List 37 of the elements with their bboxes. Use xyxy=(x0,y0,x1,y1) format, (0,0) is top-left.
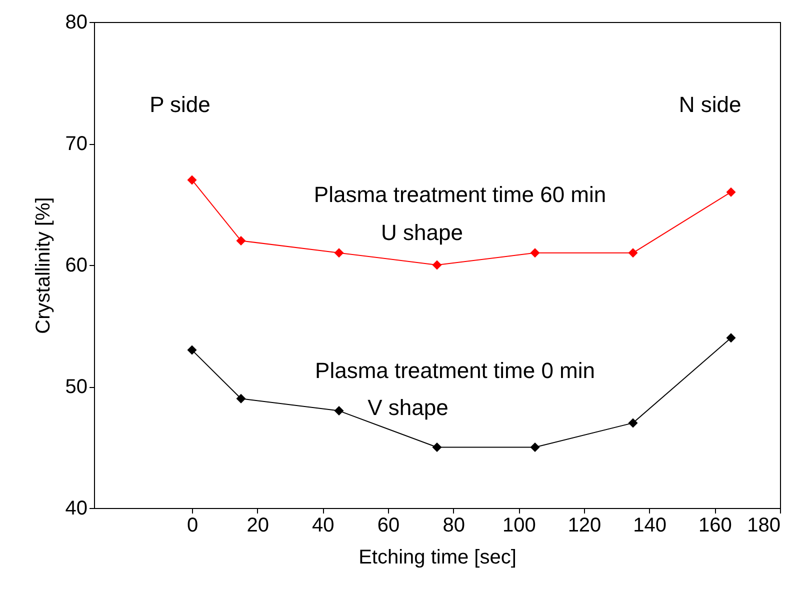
y-axis-title: Crystallinity [%] xyxy=(32,197,54,334)
annotation: V shape xyxy=(368,395,448,420)
point xyxy=(432,442,442,452)
point xyxy=(334,248,344,258)
y-tick-label: 50 xyxy=(65,376,88,398)
point xyxy=(334,406,344,416)
y-tick-label: 80 xyxy=(65,12,88,34)
point xyxy=(628,248,638,258)
x-tick-label: 180 xyxy=(747,514,780,536)
x-tick-label: 60 xyxy=(377,514,400,536)
x-tick-label: 80 xyxy=(442,514,465,536)
x-tick-label: 120 xyxy=(568,514,602,536)
annotation: N side xyxy=(678,92,742,117)
point xyxy=(187,175,197,185)
point xyxy=(432,260,442,270)
annotation: P side xyxy=(150,92,210,117)
x-tick-label: 140 xyxy=(633,514,667,536)
y-tick-label: 70 xyxy=(65,133,88,155)
x-tick-label: 40 xyxy=(312,514,334,536)
annotation: U shape xyxy=(381,220,463,245)
point xyxy=(530,248,540,258)
x-tick-label: 160 xyxy=(698,514,732,536)
y-tick-label: 40 xyxy=(65,498,88,520)
point xyxy=(187,345,197,355)
point xyxy=(236,236,246,246)
point xyxy=(726,333,736,343)
point xyxy=(236,394,246,404)
point xyxy=(628,418,638,428)
x-axis-title: Etching time [sec] xyxy=(358,546,516,568)
x-tick-label: 100 xyxy=(502,514,536,536)
point xyxy=(530,442,540,452)
x-tick-label: 0 xyxy=(186,514,198,536)
series-label: Plasma treatment time 0 min xyxy=(315,358,595,383)
y-tick-label: 60 xyxy=(65,254,88,276)
x-tick-label: 20 xyxy=(246,514,269,536)
point xyxy=(726,187,736,197)
series-label: Plasma treatment time 60 min xyxy=(314,182,606,207)
